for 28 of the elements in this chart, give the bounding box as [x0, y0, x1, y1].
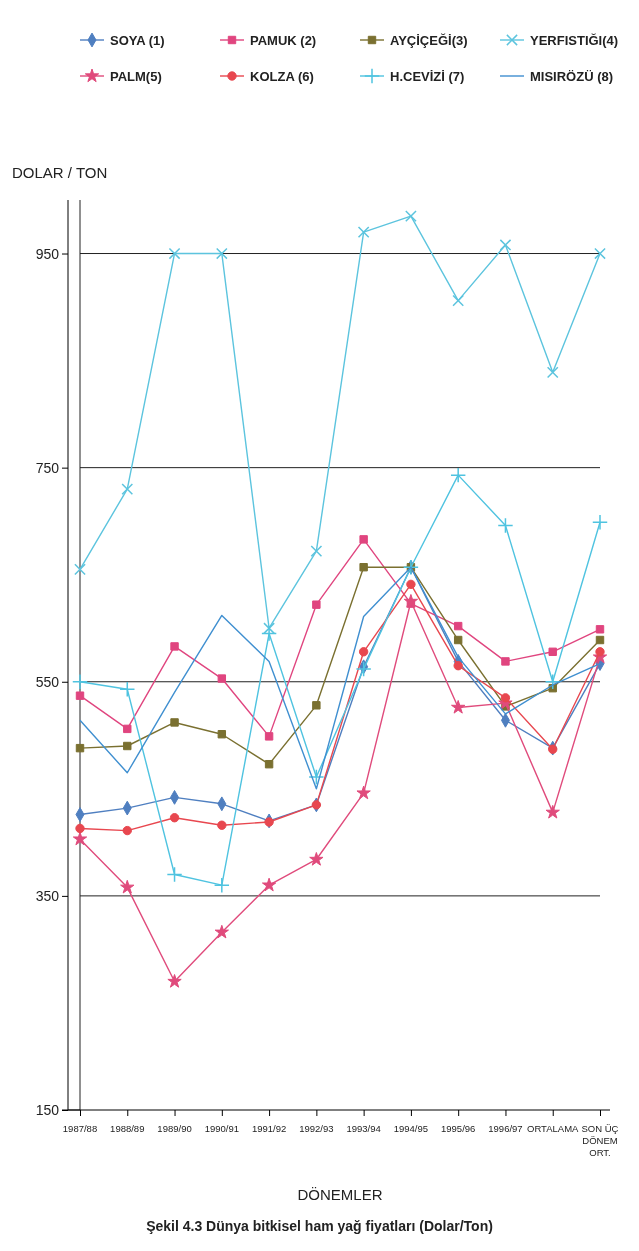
legend-label: SOYA (1): [110, 33, 165, 48]
y-tick-label: 150: [35, 1101, 60, 1118]
x-tick-label: 1992/93: [299, 1123, 334, 1134]
x-axis-title: DÖNEMLER: [297, 1186, 383, 1203]
y-axis-title: DOLAR / TON: [12, 164, 108, 181]
x-tick-label: 1996/97: [488, 1123, 523, 1134]
x-tick-label: 1988/89: [110, 1123, 145, 1134]
text: Şekil 4.3 Dünya bitkisel ham yağ fiyatları (Dolar/Ton): [146, 1218, 493, 1234]
x-tick-label: 1994/95: [393, 1123, 429, 1134]
y-tick-label: 350: [35, 887, 60, 904]
legend-label: H.CEVİZİ (7): [390, 69, 465, 84]
legend-label: PAMUK (2): [250, 33, 317, 48]
y-tick-label: 550: [35, 673, 60, 690]
x-tick-label: ORTALAMA: [527, 1123, 580, 1134]
x-tick-label: SON ÜÇ DÖNEM ORT.: [581, 1123, 619, 1158]
x-tick-label: 1993/94: [346, 1123, 381, 1134]
legend-label: MISIRÖZÜ (8): [530, 69, 614, 84]
x-tick-label: 1990/91: [204, 1123, 239, 1134]
x-tick-label: 1995/96: [441, 1123, 476, 1134]
x-tick-label: 1987/88: [62, 1123, 98, 1134]
x-tick-label: 1989/90: [157, 1123, 192, 1134]
legend-label: YERFISTIĞI(4): [530, 33, 619, 48]
legend-label: PALM(5): [110, 69, 162, 84]
legend-label: KOLZA (6): [250, 69, 314, 84]
x-tick-label: 1991/92: [251, 1123, 287, 1134]
y-tick-label: 750: [35, 459, 60, 476]
legend-label: AYÇİÇEĞİ(3): [390, 33, 468, 48]
y-tick-label: 950: [35, 245, 60, 262]
